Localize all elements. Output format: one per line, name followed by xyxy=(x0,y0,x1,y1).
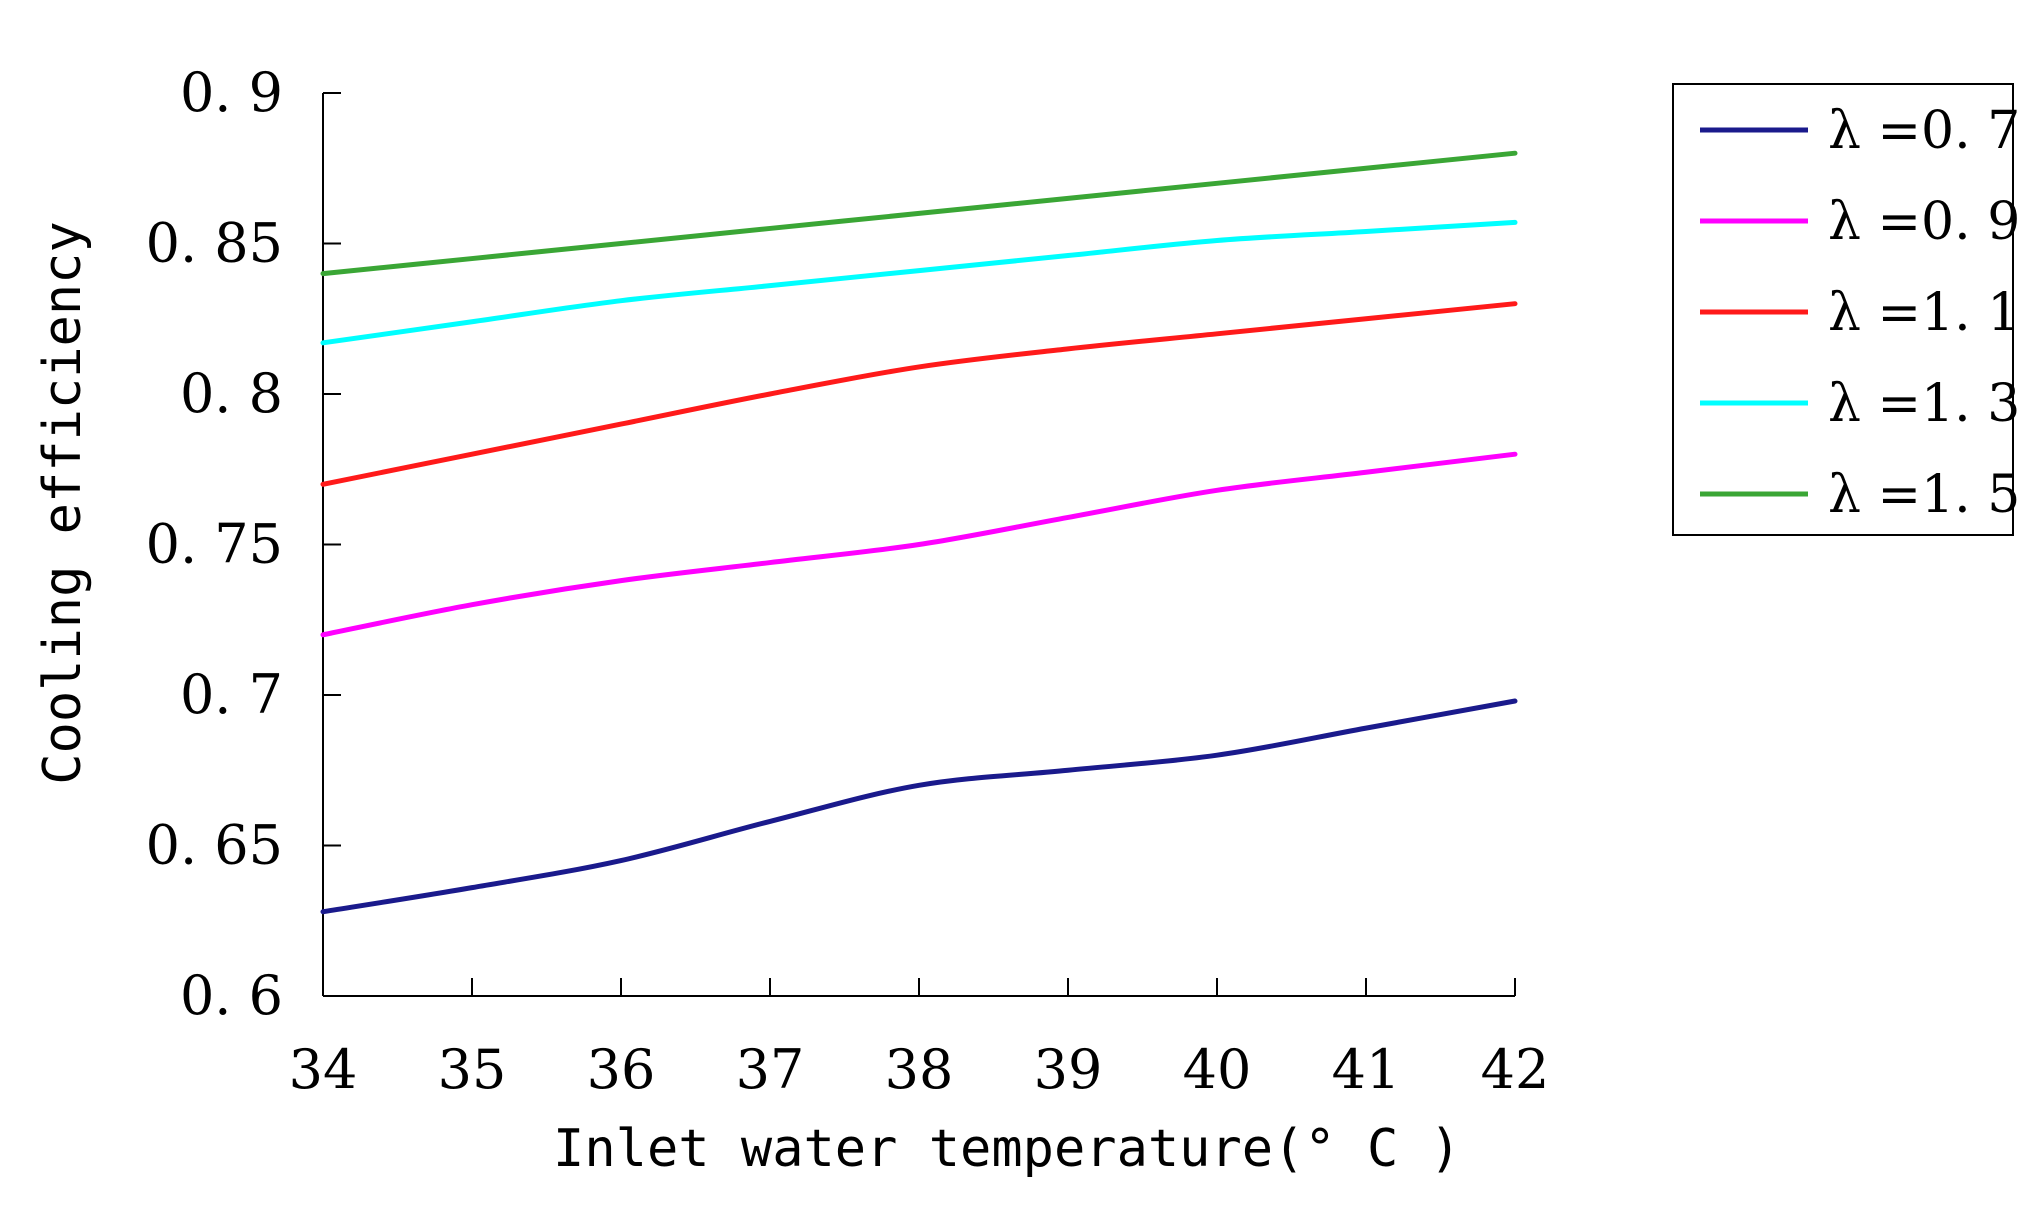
legend-label-4: λ =1. 3 xyxy=(1828,374,2020,434)
y-tick-label: 0. 9 xyxy=(180,61,283,124)
legend-label-3: λ =1. 1 xyxy=(1828,283,2020,343)
y-tick-label: 0. 85 xyxy=(146,212,283,275)
y-axis-title: Cooling efficiency xyxy=(33,221,93,785)
x-tick-label: 39 xyxy=(1034,1038,1103,1101)
series-line-2 xyxy=(320,451,1518,638)
legend-box xyxy=(1672,83,2014,536)
legend: λ =0. 7 λ =0. 9 λ =1. 1 λ =1. 3 λ =1. 5 xyxy=(1672,83,2020,536)
x-tick-label: 40 xyxy=(1183,1038,1252,1101)
y-tick-label: 0. 7 xyxy=(180,663,283,726)
legend-label-1: λ =0. 7 xyxy=(1828,101,2020,161)
x-tick-label: 38 xyxy=(885,1038,954,1101)
y-tick-label: 0. 65 xyxy=(146,814,283,877)
axes: 0. 6 0. 65 0. 7 0. 75 0. 8 0. 85 0. 9 34 35 36 37 3… xyxy=(146,61,1550,1101)
x-tick-label: 42 xyxy=(1481,1038,1550,1101)
x-axis-title: Inlet water temperature(° C ) xyxy=(553,1119,1461,1179)
x-tick-label: 36 xyxy=(587,1038,656,1101)
y-tick-label: 0. 75 xyxy=(146,513,283,576)
x-tick-label: 34 xyxy=(289,1038,358,1101)
legend-label-5: λ =1. 5 xyxy=(1828,465,2020,525)
series-line-1 xyxy=(320,698,1518,915)
x-tick-label: 41 xyxy=(1332,1038,1401,1101)
y-tick-label: 0. 8 xyxy=(180,362,283,425)
series-line-5 xyxy=(320,150,1518,277)
x-tick-label: 35 xyxy=(438,1038,507,1101)
y-tick-label: 0. 6 xyxy=(180,964,283,1027)
series-group xyxy=(320,150,1518,915)
legend-label-2: λ =0. 9 xyxy=(1828,192,2020,252)
series-line-4 xyxy=(320,219,1518,346)
x-tick-label: 37 xyxy=(736,1038,805,1101)
series-line-3 xyxy=(320,301,1518,487)
